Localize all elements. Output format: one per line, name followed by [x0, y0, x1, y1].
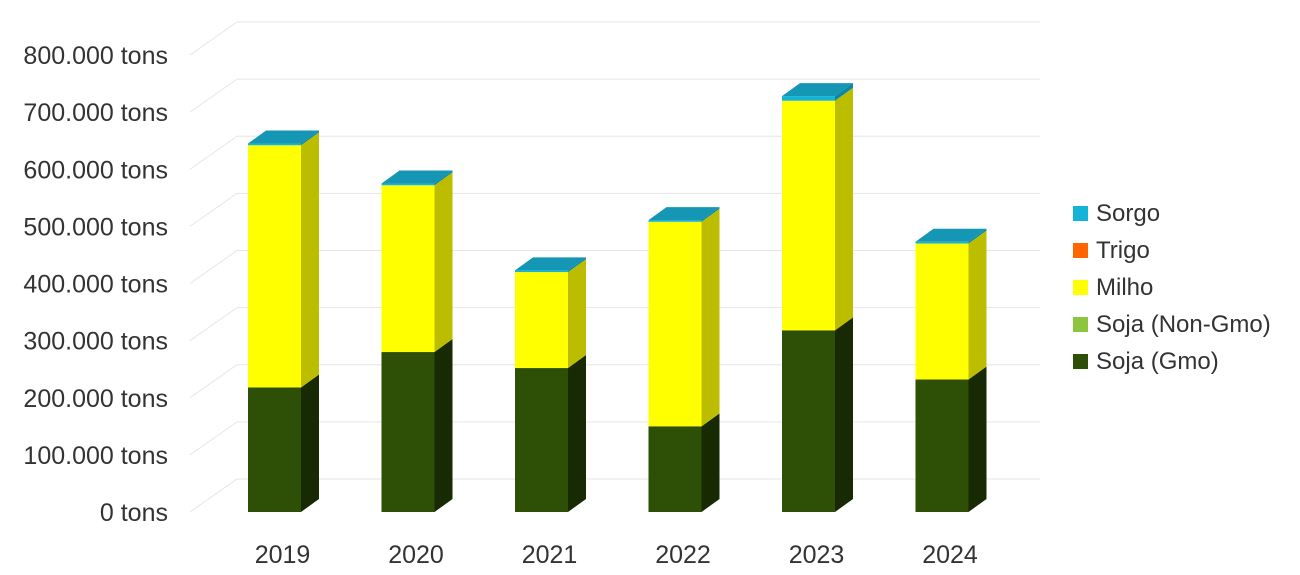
bar-soja-gmo--2019: [248, 387, 301, 512]
legend-item-soja-gmo-: Soja (Gmo): [1073, 348, 1219, 375]
legend-swatch: [1073, 280, 1088, 295]
bar-soja-gmo--2024: [915, 379, 969, 512]
bar-top-2020: [381, 170, 453, 184]
legend-item-milho: Milho: [1073, 274, 1153, 301]
x-tick-label: 2023: [789, 541, 845, 569]
y-axis: 0 tons 100.000 tons 200.000 tons 300.000 to…: [23, 42, 168, 527]
bar-stack-2021: [515, 257, 586, 512]
bar-stack-2019: [248, 130, 319, 512]
y-tick-label: 0 tons: [100, 499, 168, 527]
bar-side-sorgo-2023: [835, 83, 853, 101]
gridline-diagonal: [189, 21, 238, 56]
legend-item-soja-non-gmo-: Soja (Non-Gmo): [1073, 311, 1271, 338]
bar-top-2024: [915, 228, 987, 242]
gridline-diagonal: [189, 478, 238, 513]
bar-stack-2022: [648, 207, 720, 512]
y-tick-label: 300.000 tons: [23, 328, 168, 356]
gridline-diagonal: [189, 421, 238, 456]
y-tick-label: 200.000 tons: [23, 385, 168, 413]
bar-sorgo-2020: [381, 183, 435, 186]
bar-soja-gmo--2023: [782, 330, 835, 512]
legend-label: Milho: [1096, 274, 1153, 301]
bar-milho-2020: [381, 185, 435, 353]
y-tick-label: 400.000 tons: [23, 271, 168, 299]
bar-soja-gmo--2022: [648, 426, 702, 512]
bar-sorgo-2023: [782, 96, 835, 101]
legend-swatch: [1073, 206, 1088, 221]
grid-layer: [189, 21, 1040, 513]
legend-item-sorgo: Sorgo: [1073, 200, 1160, 227]
bar-top-2023: [782, 83, 853, 97]
bar-sorgo-2024: [915, 241, 969, 244]
bar-side-milho-2019: [301, 132, 319, 388]
x-tick-label: 2021: [522, 541, 578, 569]
bar-milho-2024: [915, 243, 969, 380]
bar-side-soja-gmo--2022: [701, 413, 720, 512]
y-tick-label: 700.000 tons: [23, 99, 168, 127]
gridline-diagonal: [189, 135, 238, 170]
bar-side-milho-2024: [968, 230, 987, 380]
bar-milho-2023: [782, 100, 835, 331]
gridline-diagonal: [189, 250, 238, 284]
legend-label: Soja (Gmo): [1096, 348, 1219, 375]
x-axis: 2019 2020 2021 2022 2023 2024: [255, 541, 978, 569]
gridline-diagonal: [189, 192, 238, 227]
legend-item-trigo: Trigo: [1073, 237, 1150, 264]
bar-soja-gmo--2020: [381, 352, 435, 512]
bar-side-sorgo-2020: [434, 170, 453, 186]
bar-stack-2024: [915, 228, 987, 512]
bar-sorgo-2021: [515, 270, 568, 273]
bar-side-soja-gmo--2020: [434, 339, 453, 512]
bar-milho-2021: [515, 272, 568, 369]
bar-sorgo-2019: [248, 143, 301, 146]
y-tick-label: 500.000 tons: [23, 213, 168, 241]
x-tick-label: 2024: [922, 541, 978, 569]
bar-side-soja-gmo--2019: [301, 374, 319, 512]
bar-side-sorgo-2022: [701, 207, 720, 222]
bar-side-milho-2021: [568, 259, 586, 369]
bar-side-soja-gmo--2024: [968, 366, 987, 512]
bar-side-milho-2023: [835, 87, 853, 331]
gridline-diagonal: [189, 307, 238, 342]
bar-side-soja-gmo--2021: [568, 355, 586, 512]
y-tick-label: 100.000 tons: [23, 442, 168, 470]
bar-top-2021: [515, 257, 586, 271]
x-tick-label: 2019: [255, 541, 311, 569]
legend-swatch: [1073, 317, 1088, 332]
bar-side-milho-2022: [701, 208, 720, 427]
y-tick-label: 600.000 tons: [23, 156, 168, 184]
bar-stack-2023: [782, 83, 853, 512]
x-tick-label: 2022: [655, 541, 711, 569]
gridline-diagonal: [189, 364, 238, 399]
y-tick-label: 800.000 tons: [23, 42, 168, 70]
legend-swatch: [1073, 243, 1088, 258]
legend-label: Sorgo: [1096, 200, 1160, 227]
bars-layer: [248, 83, 987, 512]
legend-label: Trigo: [1096, 237, 1150, 264]
bar-top-2019: [248, 130, 319, 144]
legend: Sorgo Trigo Milho Soja (Non-Gmo) Soja (Gmo): [1073, 200, 1271, 375]
bar-side-sorgo-2024: [968, 228, 987, 244]
bar-side-milho-2020: [434, 172, 453, 353]
bar-sorgo-2022: [648, 220, 702, 222]
bar-soja-gmo--2021: [515, 368, 568, 512]
gridline-diagonal: [189, 78, 238, 113]
legend-swatch: [1073, 354, 1088, 369]
bar-milho-2022: [648, 221, 702, 427]
bar-side-sorgo-2019: [301, 130, 319, 146]
bar-milho-2019: [248, 145, 301, 388]
bar-side-sorgo-2021: [568, 257, 586, 273]
bar-side-soja-gmo--2023: [835, 317, 853, 512]
bar-top-2022: [648, 207, 720, 221]
legend-label: Soja (Non-Gmo): [1096, 311, 1271, 338]
x-tick-label: 2020: [388, 541, 444, 569]
bar-stack-2020: [381, 170, 453, 512]
